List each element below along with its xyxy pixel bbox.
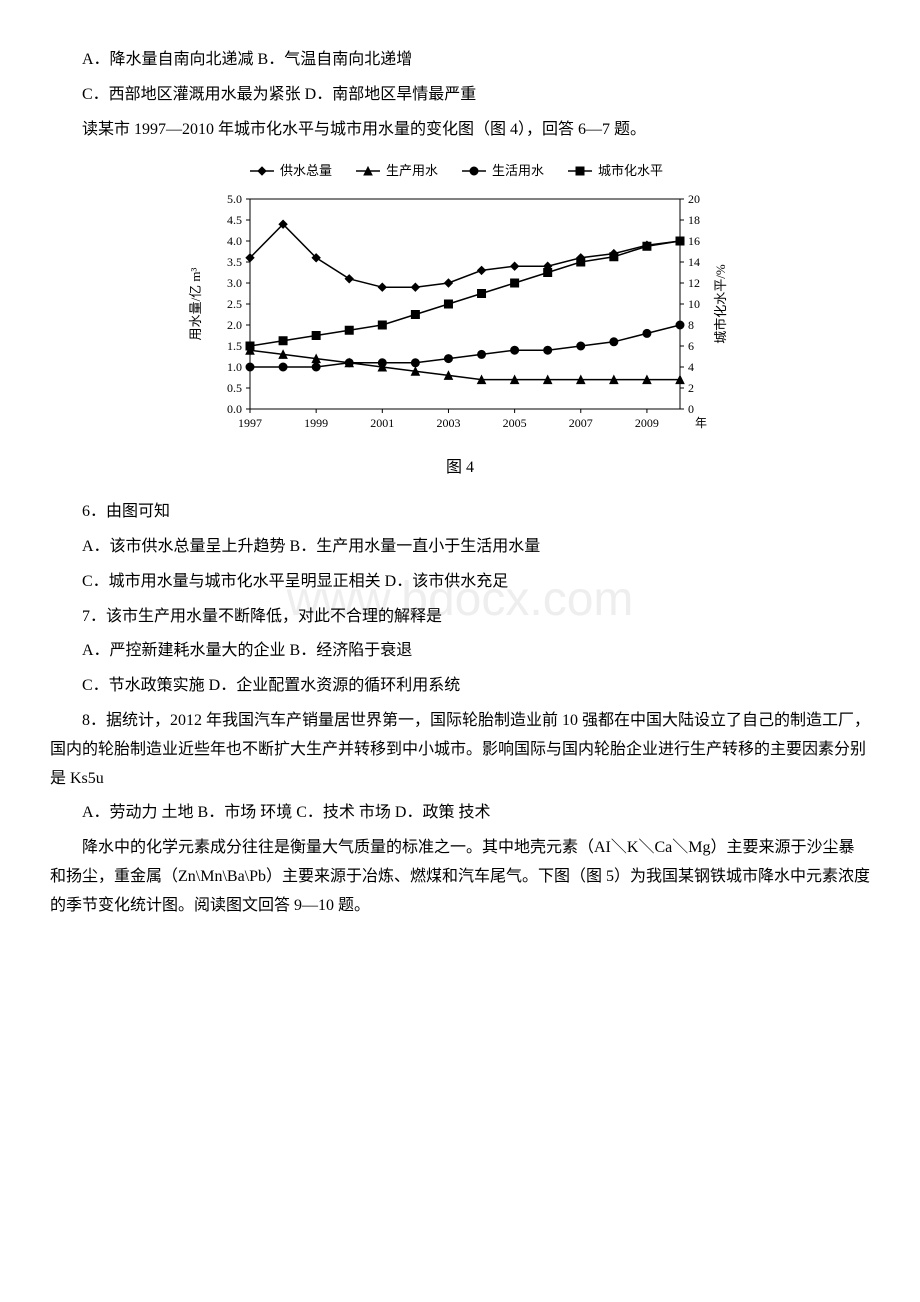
svg-text:供水总量: 供水总量 (280, 163, 332, 178)
svg-text:2.0: 2.0 (227, 318, 242, 332)
question-6-option-ab: A．该市供水总量呈上升趋势 B．生产用水量一直小于生活用水量 (50, 533, 870, 562)
svg-text:生产用水: 生产用水 (386, 163, 438, 178)
svg-text:4.0: 4.0 (227, 234, 242, 248)
svg-text:1997: 1997 (238, 416, 262, 430)
svg-text:1.5: 1.5 (227, 339, 242, 353)
question-7-option-ab: A．严控新建耗水量大的企业 B．经济陷于衰退 (50, 637, 870, 666)
question-6-option-cd: C．城市用水量与城市化水平呈明显正相关 D．该市供水充足 (50, 568, 870, 597)
question-6: 6．由图可知 (50, 498, 870, 527)
chart-figure-4: 0.0 0.5 1.0 1.5 2.0 2.5 3.0 3.5 4.0 4.5 5.0 用水量/亿 m… (50, 159, 870, 483)
svg-text:城市化水平/%: 城市化水平/% (713, 265, 728, 345)
question-7-option-cd: C．节水政策实施 D．企业配置水资源的循环利用系统 (50, 672, 870, 701)
svg-text:0.0: 0.0 (227, 402, 242, 416)
svg-text:2005: 2005 (503, 416, 527, 430)
chart-caption: 图 4 (50, 454, 870, 483)
svg-text:2007: 2007 (569, 416, 593, 430)
svg-text:4.5: 4.5 (227, 213, 242, 227)
svg-text:10: 10 (688, 297, 700, 311)
svg-text:18: 18 (688, 213, 700, 227)
line-chart-svg: 0.0 0.5 1.0 1.5 2.0 2.5 3.0 3.5 4.0 4.5 5.0 用水量/亿 m… (180, 159, 740, 449)
svg-text:5.0: 5.0 (227, 192, 242, 206)
svg-text:6: 6 (688, 339, 694, 353)
paragraph-9-intro: 降水中的化学元素成分往往是衡量大气质量的标准之一。其中地壳元素（AI＼K＼Ca＼… (50, 834, 870, 920)
svg-text:城市化水平: 城市化水平 (598, 163, 663, 178)
chart-intro: 读某市 1997—2010 年城市化水平与城市用水量的变化图（图 4），回答 6… (50, 116, 870, 145)
svg-text:20: 20 (688, 192, 700, 206)
option-line-ab: A．降水量自南向北递减 B．气温自南向北递增 (50, 46, 870, 75)
svg-text:0.5: 0.5 (227, 381, 242, 395)
svg-text:8: 8 (688, 318, 694, 332)
svg-text:用水量/亿 m³: 用水量/亿 m³ (188, 268, 203, 341)
svg-text:2009: 2009 (635, 416, 659, 430)
svg-text:3.0: 3.0 (227, 276, 242, 290)
svg-text:年: 年 (695, 416, 707, 430)
svg-text:12: 12 (688, 276, 700, 290)
svg-text:4: 4 (688, 360, 694, 374)
option-line-cd: C．西部地区灌溉用水最为紧张 D．南部地区旱情最严重 (50, 81, 870, 110)
question-8-options: A．劳动力 土地 B．市场 环境 C．技术 市场 D．政策 技术 (50, 799, 870, 828)
svg-text:1999: 1999 (304, 416, 328, 430)
svg-text:2: 2 (688, 381, 694, 395)
svg-text:生活用水: 生活用水 (492, 163, 544, 178)
svg-text:3.5: 3.5 (227, 255, 242, 269)
question-8: 8．据统计，2012 年我国汽车产销量居世界第一，国际轮胎制造业前 10 强都在… (50, 707, 870, 793)
svg-text:2.5: 2.5 (227, 297, 242, 311)
svg-text:16: 16 (688, 234, 700, 248)
svg-text:1.0: 1.0 (227, 360, 242, 374)
question-7: 7．该市生产用水量不断降低，对此不合理的解释是 (50, 603, 870, 632)
svg-text:0: 0 (688, 402, 694, 416)
svg-text:2001: 2001 (370, 416, 394, 430)
svg-text:14: 14 (688, 255, 700, 269)
svg-text:2003: 2003 (436, 416, 460, 430)
